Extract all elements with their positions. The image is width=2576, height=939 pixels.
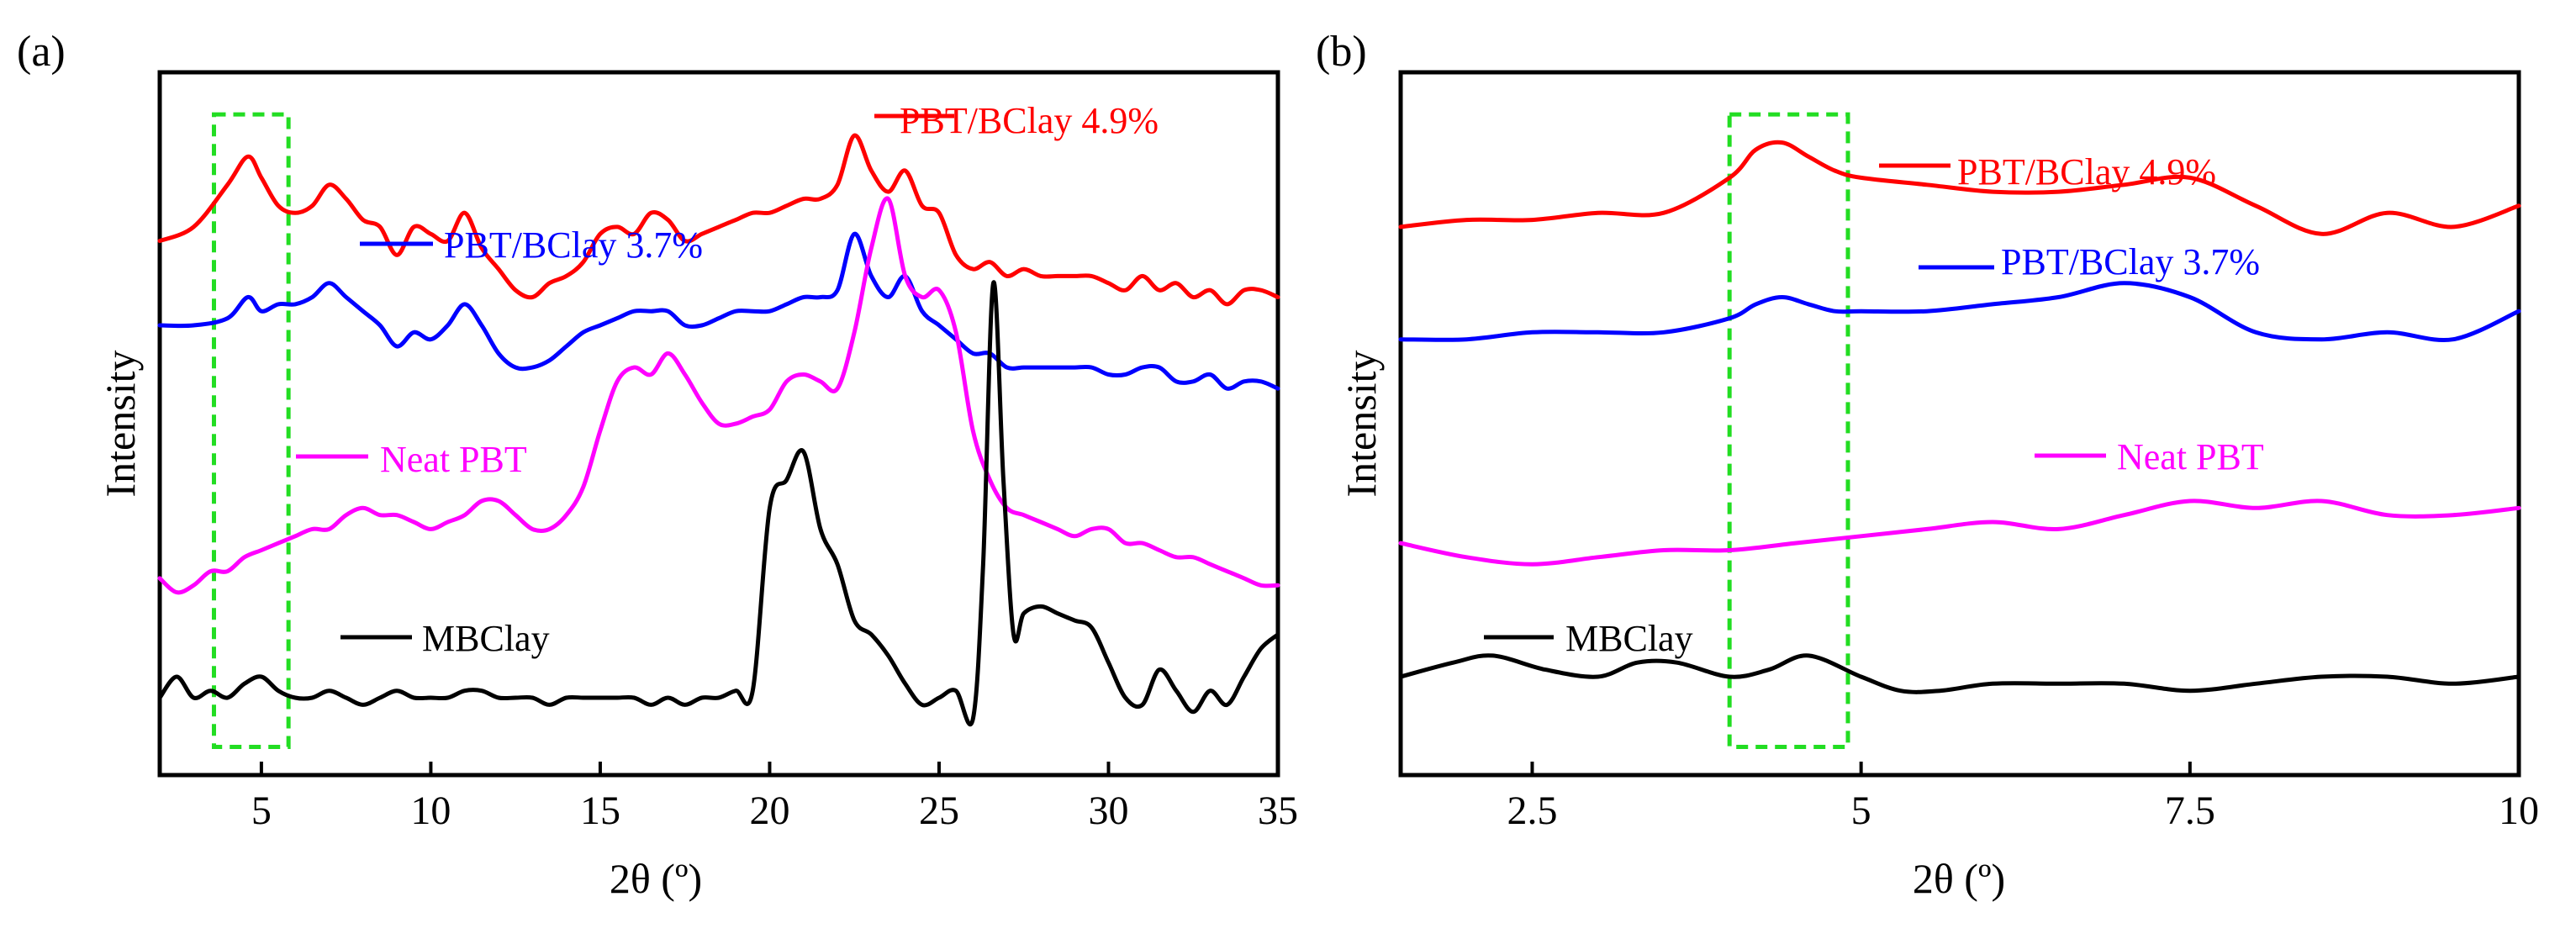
series-line-pbt-bclay-3-7: [157, 231, 1280, 391]
series-line-pbt-bclay-3-7: [1398, 281, 2521, 342]
x-tick-label: 25: [919, 789, 959, 833]
series-annotation-label: Neat PBT: [380, 439, 527, 480]
highlight-box: [1727, 112, 1850, 750]
x-tick-label: 5: [1851, 789, 1871, 833]
panel-label-b: (b): [1316, 28, 1367, 76]
series-line-mbclay: [157, 280, 1280, 727]
series-annotation-label: Neat PBT: [2117, 436, 2264, 477]
series-annotation-label: MBClay: [422, 618, 550, 659]
y-axis-label-a: Intensity: [97, 351, 144, 498]
series-line-neat-pbt: [157, 196, 1280, 595]
x-tick-label: 10: [2499, 789, 2539, 833]
x-tick-label: 5: [251, 789, 272, 833]
y-axis-label-b: Intensity: [1338, 351, 1385, 498]
x-axis-label-b: 2θ (º): [1913, 855, 2005, 902]
x-tick-label: 10: [410, 789, 451, 833]
highlight-box: [211, 112, 291, 750]
x-tick-label: 20: [749, 789, 789, 833]
series-annotation-label: PBT/BClay 3.7%: [444, 224, 703, 266]
panel-a: (a) 5 10 15 20 25 30 35 PBT/BClay 4.9% PBT/BCla…: [17, 28, 1298, 902]
x-tick-label: 15: [580, 789, 620, 833]
series-line-neat-pbt: [1398, 499, 2521, 567]
x-axis-label-a: 2θ (º): [610, 855, 702, 902]
series-line-mbclay: [1398, 653, 2521, 694]
plot-frame-b: [1398, 70, 2521, 778]
series-line-pbt-bclay-4-9: [1398, 140, 2521, 236]
x-tick-label: 7.5: [2165, 789, 2215, 833]
x-tick-label: 2.5: [1507, 789, 1557, 833]
series-annotation-label: PBT/BClay 3.7%: [2001, 241, 2260, 282]
plot-frame-a: [157, 70, 1280, 778]
x-tick-label: 30: [1088, 789, 1128, 833]
x-tick-label: 35: [1258, 789, 1298, 833]
series-annotation-label: PBT/BClay 4.9%: [900, 100, 1159, 141]
series-line-pbt-bclay-4-9: [157, 133, 1280, 307]
series-annotation-label: PBT/BClay 4.9%: [1957, 151, 2216, 193]
series-annotation-label: MBClay: [1565, 618, 1693, 659]
panel-b: (b) 2.5 5 7.5 10 PBT/BClay 4.9% PBT/BClay 3.…: [1316, 28, 2539, 902]
panel-label-a: (a): [17, 28, 66, 76]
